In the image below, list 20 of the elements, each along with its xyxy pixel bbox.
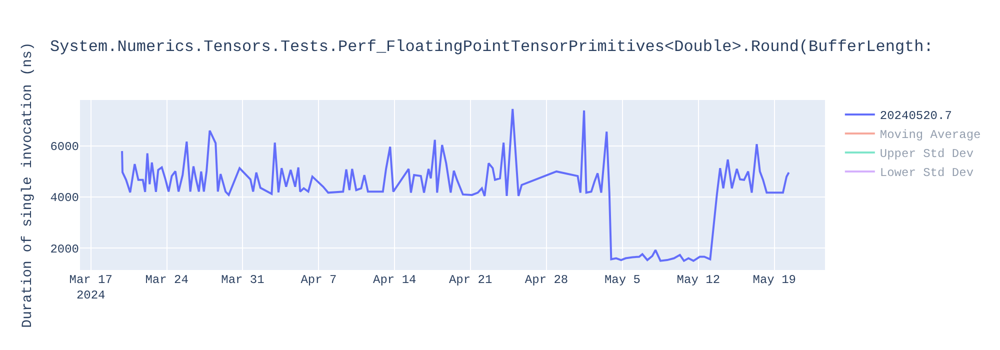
- x-tick-label: Mar 31: [221, 273, 264, 287]
- x-tick-label: Apr 14: [373, 273, 416, 287]
- y-tick-label: 2000: [50, 242, 79, 256]
- line-series: [121, 108, 790, 262]
- legend-label: Lower Std Dev: [880, 166, 974, 180]
- x-tick-label: Mar 24: [145, 273, 188, 287]
- legend-label: Moving Average: [880, 128, 981, 142]
- y-axis-title: Duration of single invocation (ns): [20, 42, 36, 328]
- chart-title: System.Numerics.Tensors.Tests.Perf_FloatingPointTensorPrimitives<Double>.Round(BufferLength:: [50, 38, 934, 56]
- x-tick-label: Mar 17 2024: [69, 273, 112, 303]
- x-tick-label: Apr 28: [524, 273, 568, 287]
- x-tick-label: May 12: [676, 273, 720, 287]
- x-tick-label: May 19: [752, 273, 796, 287]
- y-tick-label: 4000: [50, 191, 79, 206]
- legend-label: Upper Std Dev: [880, 147, 974, 162]
- y-tick-label: 6000: [50, 140, 79, 154]
- x-tick-label: May 5: [604, 273, 640, 287]
- x-tick-label: Apr 21: [448, 273, 492, 287]
- x-tick-label: Apr 7: [300, 273, 337, 287]
- legend-label: 20240520.7: [880, 109, 952, 124]
